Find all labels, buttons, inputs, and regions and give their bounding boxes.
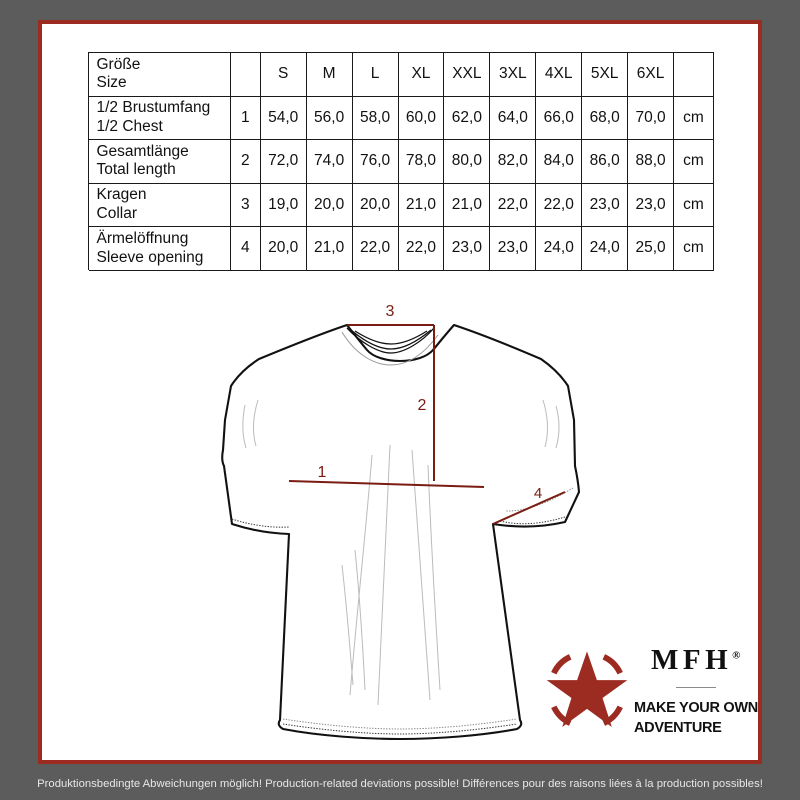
svg-text:3: 3 (386, 303, 395, 320)
svg-text:1: 1 (318, 464, 327, 481)
svg-text:2: 2 (418, 397, 427, 414)
svg-text:4: 4 (534, 485, 542, 502)
